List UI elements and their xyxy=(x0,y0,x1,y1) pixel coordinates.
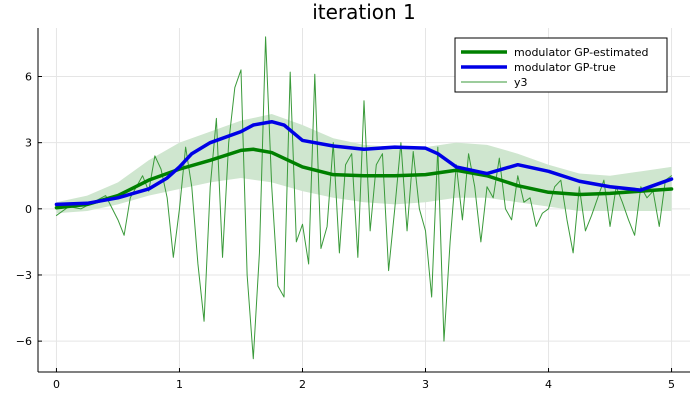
legend-box xyxy=(454,37,668,93)
x-tick-label: 4 xyxy=(545,378,552,391)
series-layer xyxy=(54,36,674,360)
x-tick-label: 0 xyxy=(53,378,60,391)
legend-label-1: modulator GP-true xyxy=(514,61,616,74)
x-tick-label: 2 xyxy=(299,378,306,391)
y-tick-label: −3 xyxy=(16,269,32,282)
y-tick-label: 6 xyxy=(25,71,32,84)
x-tick-label: 5 xyxy=(668,378,675,391)
y-tick-label: 0 xyxy=(25,203,32,216)
y-tick-label: 3 xyxy=(25,137,32,150)
series-line-2 xyxy=(55,36,673,360)
confidence-band xyxy=(56,114,672,214)
tick-layer: 0 1 2 3 4 5 −6 −3 0 3 6 xyxy=(16,71,675,391)
band-layer xyxy=(56,114,672,214)
legend-label-0: modulator GP-estimated xyxy=(514,46,649,59)
x-tick-label: 1 xyxy=(176,378,183,391)
series-line-0 xyxy=(54,147,674,210)
series-line-1 xyxy=(54,119,674,207)
x-tick-label: 3 xyxy=(422,378,429,391)
chart-title: iteration 1 xyxy=(312,0,416,24)
legend: modulator GP-estimated modulator GP-true y… xyxy=(454,37,668,93)
legend-label-2: y3 xyxy=(514,76,528,89)
y-tick-label: −6 xyxy=(16,335,32,348)
axis-layer xyxy=(37,28,690,373)
